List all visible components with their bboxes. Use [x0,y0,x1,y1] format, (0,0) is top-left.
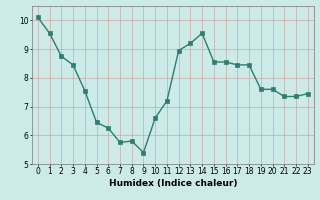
X-axis label: Humidex (Indice chaleur): Humidex (Indice chaleur) [108,179,237,188]
